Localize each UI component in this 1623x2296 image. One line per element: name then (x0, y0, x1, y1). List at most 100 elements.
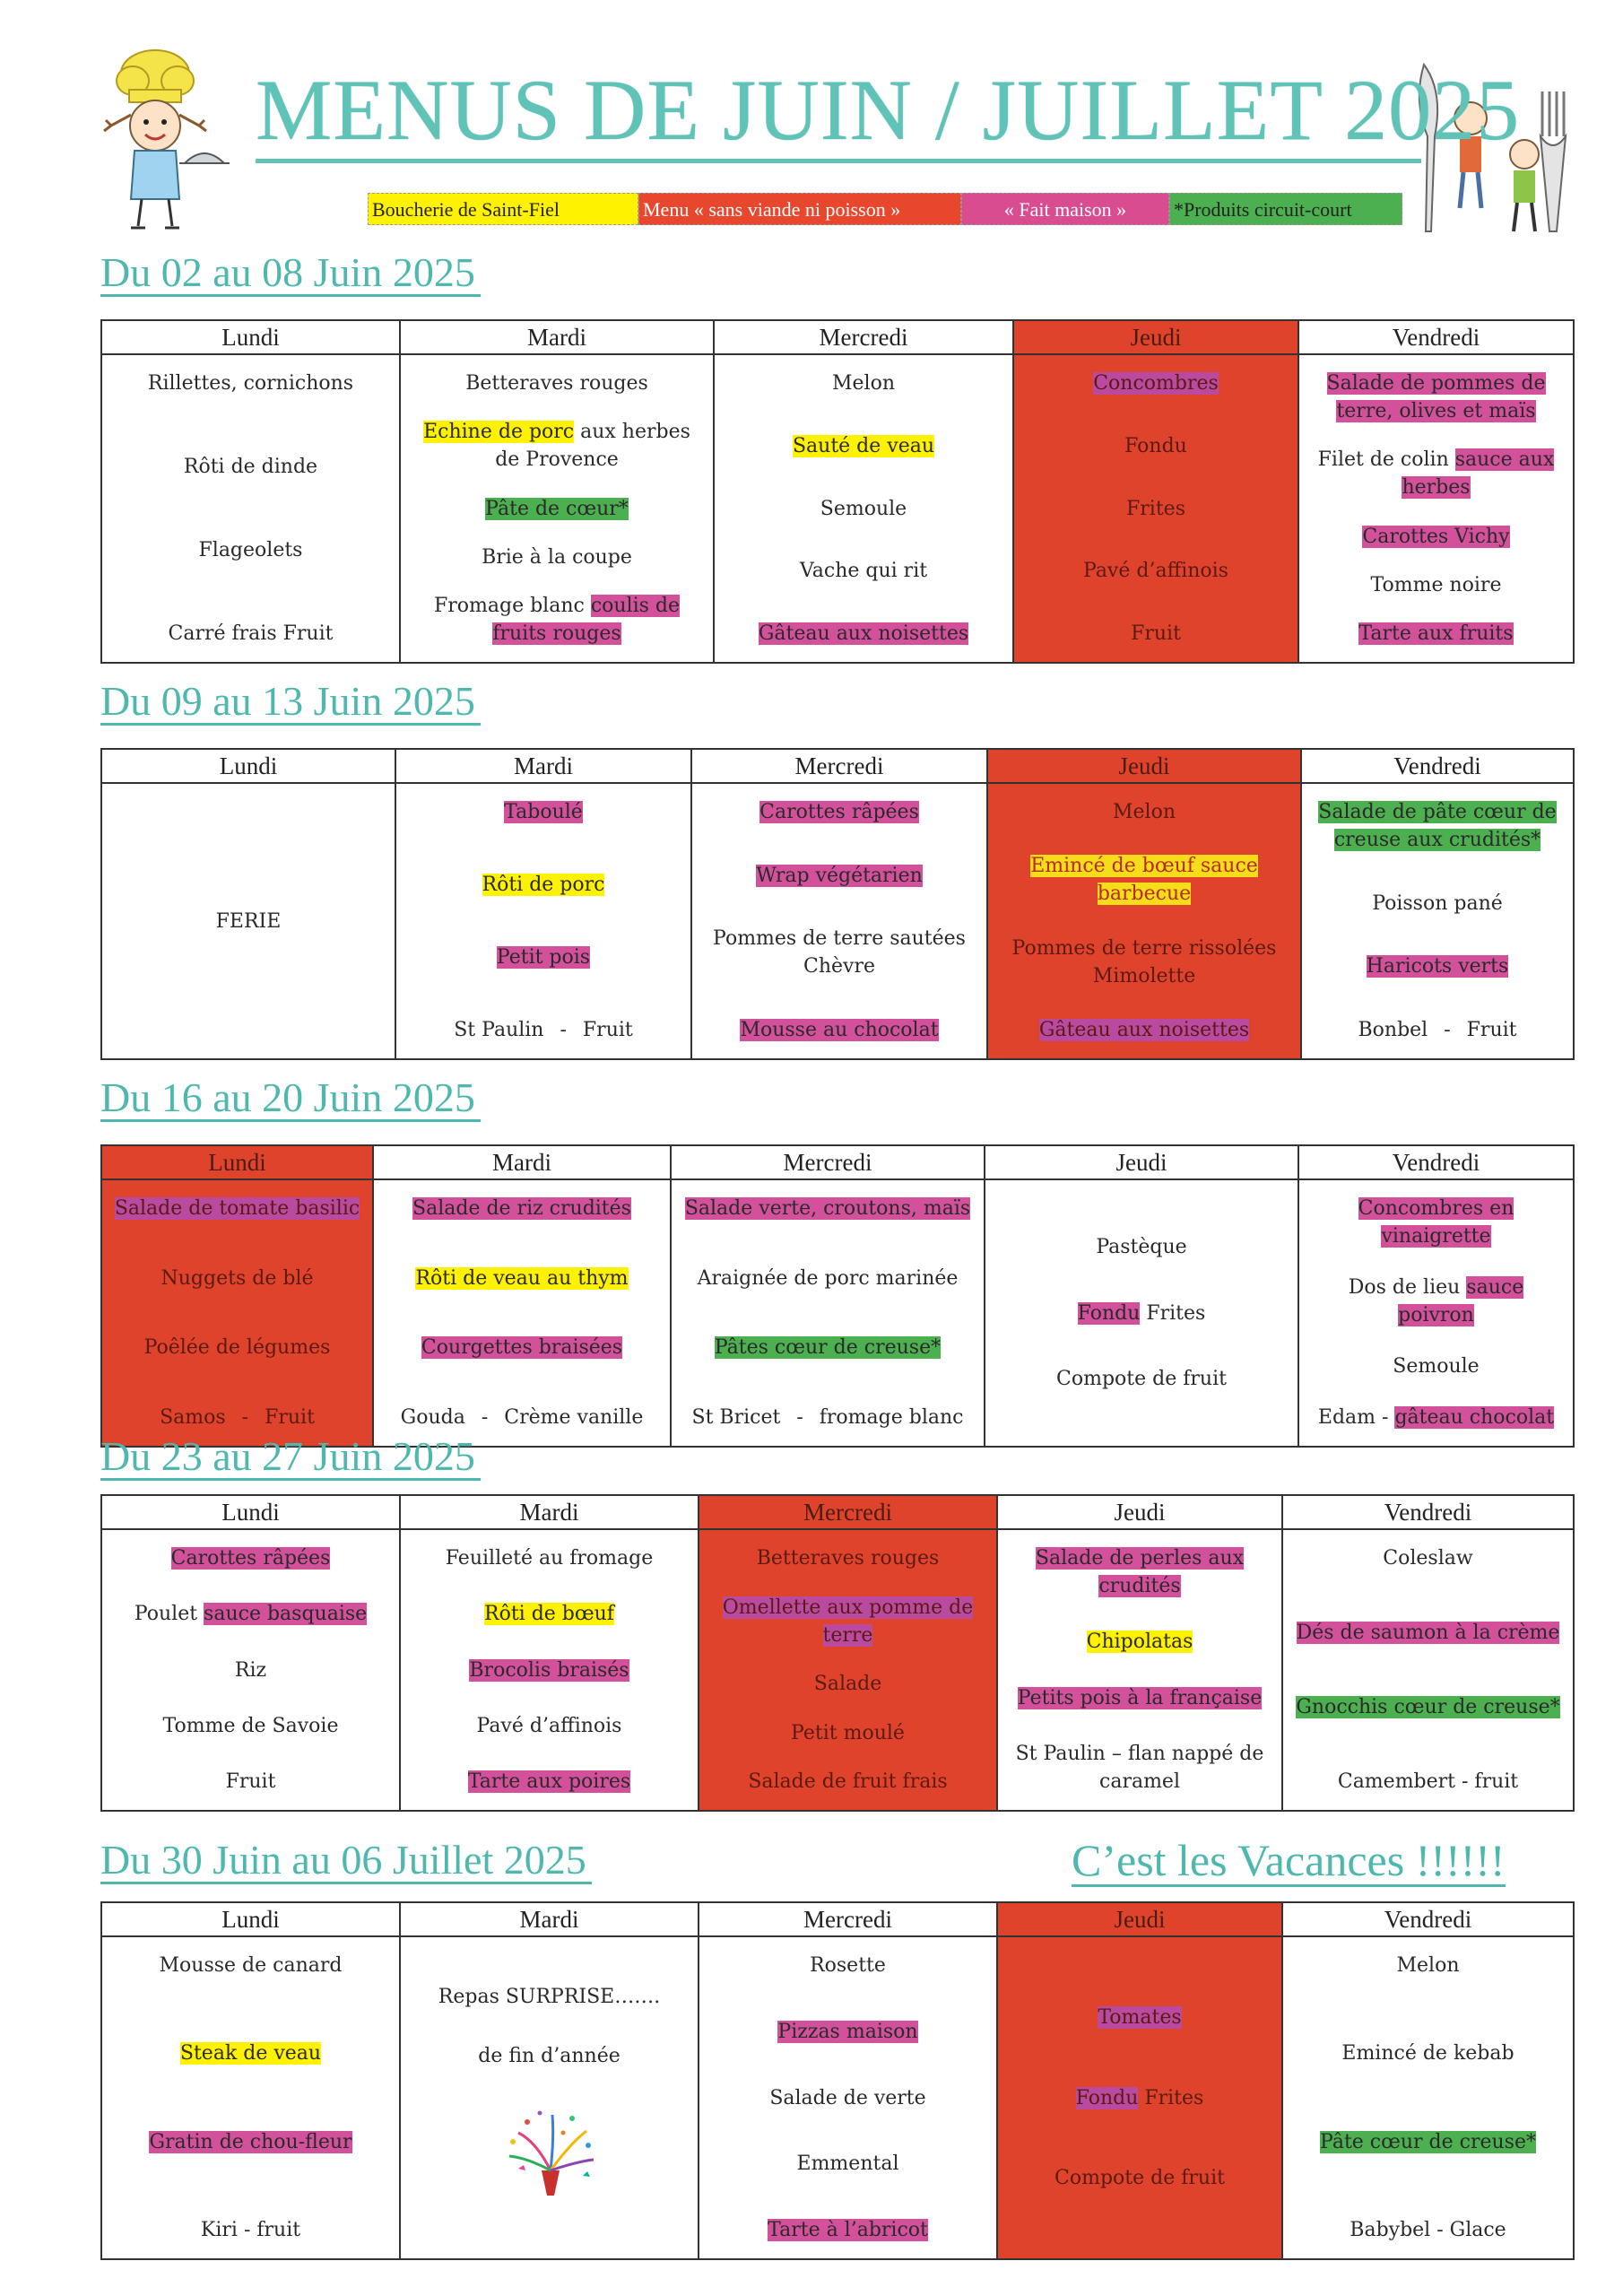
menu-item: Pommes de terre rissolées Mimolette (997, 935, 1291, 990)
menu-item: Gouda - Crème vanille (401, 1404, 644, 1431)
menu-item-text: Concombres (1093, 372, 1219, 395)
menu-item: Salade de verte (769, 2084, 925, 2112)
menu-item-part: aux herbes de Provence (495, 421, 690, 472)
week-title: Du 09 au 13 Juin 2025 (100, 679, 481, 726)
menu-item: Filet de colin sauce aux herbes (1308, 446, 1564, 501)
menu-item: St Paulin – flan nappé de caramel (1007, 1740, 1272, 1796)
menu-item: Betteraves rouges (465, 370, 648, 397)
menu-item-part: sauce basquaise (204, 1603, 368, 1626)
menu-item-text: Repas SURPRISE……. (438, 1985, 661, 2008)
day-header-lundi: Lundi (100, 1494, 401, 1530)
menu-item-text: Carottes râpées (759, 801, 919, 823)
day-header-mardi: Mardi (399, 319, 715, 355)
day-menu-cell: Concombres Fondu Frites Pavé d’affinois Frui… (1012, 353, 1299, 664)
menu-item-part: Fruit (1466, 1018, 1517, 1041)
menu-item: Vache qui rit (800, 557, 927, 585)
day-header-lundi: Lundi (100, 1144, 374, 1180)
menu-item-text: Pizzas maison (777, 2020, 918, 2043)
menu-item: Emincé de kebab (1341, 2039, 1514, 2067)
day-menu-cell: Salade de perles aux crudités Chipolatas P… (996, 1528, 1283, 1812)
menu-item-text: Poêlée de légumes (143, 1336, 331, 1360)
menu-item: de fin d’année (478, 2042, 621, 2070)
menu-item: Tomme de Savoie (163, 1712, 339, 1740)
menu-item-text: Salade (813, 1673, 882, 1695)
day-header-lundi: Lundi (100, 1901, 401, 1937)
chef-illustration-icon (103, 49, 230, 230)
menu-item: Carré frais Fruit (169, 620, 334, 648)
menu-item-part: Frites (1140, 1301, 1206, 1325)
menu-item: Melon (1113, 798, 1176, 826)
day-header-vendredi: Vendredi (1298, 319, 1575, 355)
menu-item: Salade de perles aux crudités (1007, 1544, 1272, 1600)
menu-item: Melon (1397, 1952, 1460, 1979)
day-menu-cell: FERIE (100, 782, 396, 1060)
menu-item-part: Bonbel (1358, 1018, 1428, 1041)
confetti-icon (500, 2100, 599, 2213)
menu-item-part: Gouda (400, 1405, 465, 1429)
menu-item-text: Carré frais Fruit (168, 622, 334, 645)
day-menu-cell: Carottes râpées Poulet sauce basquaise Riz… (100, 1528, 401, 1812)
menu-item-text: Rôti de bœuf (484, 1603, 614, 1626)
menu-item: Gratin de chou-fleur (149, 2128, 352, 2156)
menu-item: Taboulé (504, 798, 583, 826)
menu-item: Sauté de veau (792, 432, 935, 460)
menu-item-text: Flageolets (198, 539, 303, 561)
menu-item-text: Emmental (796, 2152, 899, 2176)
legend-item-circuit-court: *Produits circuit-court (1169, 193, 1402, 225)
menu-item: Tarte à l’abricot (768, 2216, 928, 2244)
day-header-lundi: Lundi (100, 319, 401, 355)
week-menu-table: Lundi Mardi Mercredi Jeudi Vendredi Rillettes… (100, 319, 1575, 664)
menu-item: Carottes Vichy (1362, 523, 1510, 551)
separator-dash: - (1444, 1018, 1451, 1041)
menu-item-text: Riz (234, 1658, 267, 1682)
menu-item-text: Compote de fruit (1055, 2166, 1225, 2189)
menu-item-text: Brocolis braisés (469, 1658, 629, 1682)
day-menu-cell: Carottes râpées Wrap végétarien Pommes de … (690, 782, 988, 1060)
menu-item: Riz (235, 1657, 266, 1684)
menu-item-text: de fin d’année (478, 2044, 621, 2067)
legend-item-boucherie: Boucherie de Saint-Fiel (368, 193, 638, 225)
menu-item-text: Pommes de terre sautées Chèvre (713, 927, 966, 978)
menu-item-text: Nuggets de blé (161, 1266, 314, 1290)
day-header-mardi: Mardi (395, 748, 692, 784)
menu-item: Tarte aux fruits (1358, 620, 1514, 648)
menu-item-text: Chipolatas (1086, 1631, 1193, 1654)
menu-item: Chipolatas (1086, 1628, 1193, 1656)
menu-item-text: Wrap végétarien (756, 864, 923, 887)
menu-item: St Paulin - Fruit (454, 1016, 633, 1044)
menu-item: Petit pois (496, 944, 591, 971)
menu-item: Emincé de bœuf sauce barbecue (997, 852, 1291, 908)
day-menu-cell: Taboulé Rôti de porc Petit pois St Paulin - F… (395, 782, 692, 1060)
menu-item-text: Tomme de Savoie (162, 1714, 339, 1737)
menu-item-part: St Paulin (454, 1019, 544, 1041)
day-header-mercredi: Mercredi (670, 1144, 985, 1180)
week-title: Du 23 au 27 Juin 2025 (100, 1434, 481, 1482)
menu-item: Araignée de porc marinée (698, 1265, 959, 1292)
menu-item-part: Filet de colin (1317, 448, 1455, 472)
day-header-mercredi: Mercredi (698, 1901, 998, 1937)
menu-item-part: fromage blanc (819, 1405, 964, 1429)
menu-item-part: Echine de porc (423, 421, 575, 444)
menu-item: Poisson pané (1372, 890, 1503, 918)
day-header-mercredi: Mercredi (698, 1494, 998, 1530)
separator-dash: - (796, 1405, 803, 1429)
menu-item-text: FERIE (215, 909, 282, 933)
week-menu-table: Lundi Mardi Mercredi Jeudi Vendredi FERIE Tabo… (100, 748, 1575, 1060)
menu-item-text: Betteraves rouges (756, 1547, 940, 1570)
day-header-mardi: Mardi (399, 1901, 699, 1937)
menu-item-text: Rôti de dinde (183, 456, 318, 478)
menu-item-text: Salade de pommes de terre, olives et maï… (1326, 372, 1546, 422)
menu-item: St Bricet - fromage blanc (692, 1404, 964, 1431)
menu-item-text: Gnocchis cœur de creuse* (1296, 1696, 1560, 1718)
day-menu-cell: Concombres en vinaigrette Dos de lieu sau… (1298, 1178, 1575, 1448)
week-title: Du 30 Juin au 06 Juillet 2025 (100, 1838, 592, 1885)
vacances-message: C’est les Vacances !!!!!! (1072, 1835, 1506, 1887)
menu-item-text: Tomme noire (1370, 573, 1502, 596)
menu-item: Rôti de porc (482, 871, 605, 899)
menu-item-text: Kiri - fruit (200, 2218, 301, 2241)
menu-item-text: Pâte cœur de creuse* (1320, 2130, 1536, 2153)
menu-item: Salade de riz crudités (412, 1195, 631, 1222)
menu-item-text: Petit pois (496, 946, 591, 969)
menu-item: Babybel - Glace (1350, 2216, 1506, 2244)
menu-item-text: Carottes Vichy (1362, 525, 1510, 548)
